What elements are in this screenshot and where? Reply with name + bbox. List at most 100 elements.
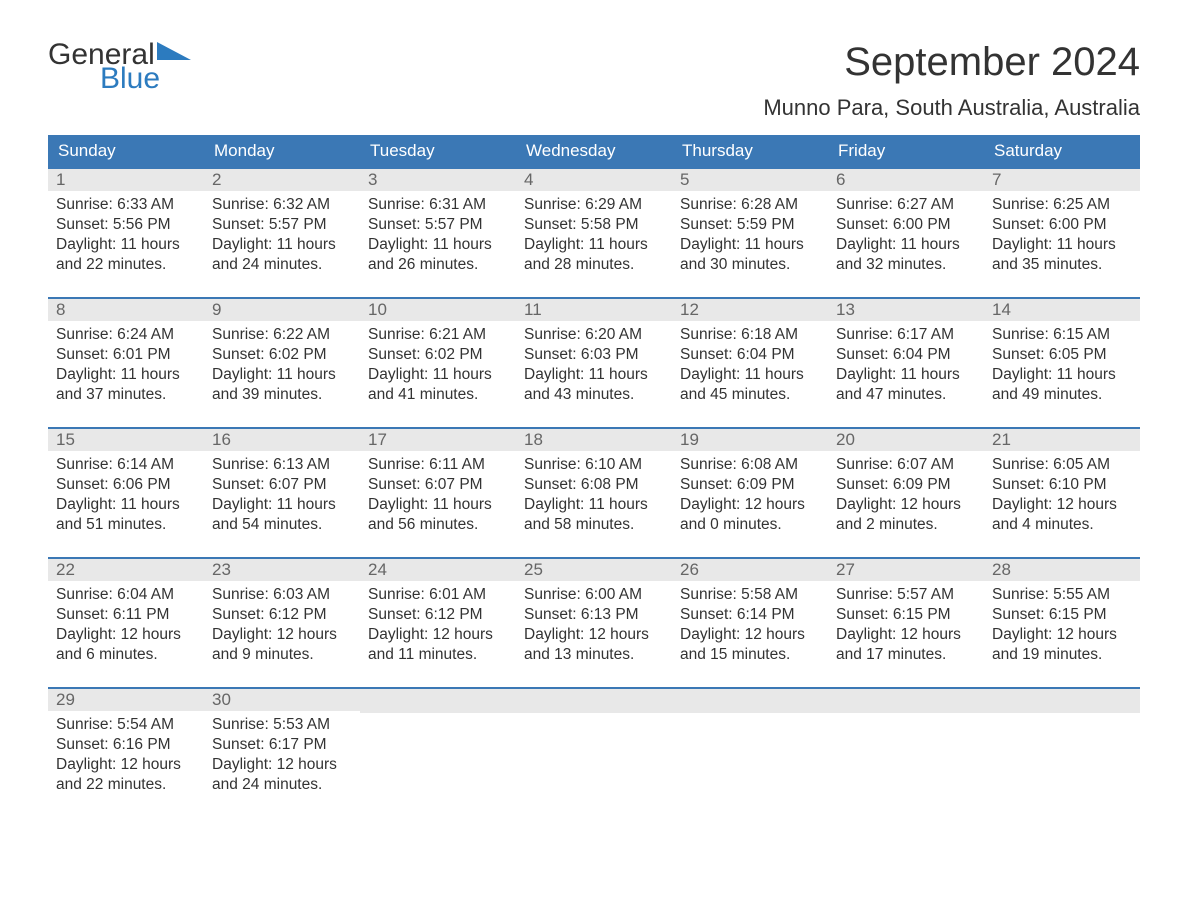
day-number: 5 — [672, 169, 828, 191]
sunset-text: Sunset: 6:15 PM — [836, 605, 976, 625]
daylight-line2: and 11 minutes. — [368, 645, 508, 665]
day-body: Sunrise: 6:18 AMSunset: 6:04 PMDaylight:… — [672, 321, 828, 406]
day-body: Sunrise: 5:55 AMSunset: 6:15 PMDaylight:… — [984, 581, 1140, 666]
sunrise-text: Sunrise: 6:00 AM — [524, 585, 664, 605]
day-body: Sunrise: 5:54 AMSunset: 6:16 PMDaylight:… — [48, 711, 204, 796]
sunset-text: Sunset: 5:56 PM — [56, 215, 196, 235]
empty-day-cell — [828, 689, 984, 799]
day-cell: 19Sunrise: 6:08 AMSunset: 6:09 PMDayligh… — [672, 429, 828, 539]
daylight-line1: Daylight: 12 hours — [992, 625, 1132, 645]
day-body: Sunrise: 6:13 AMSunset: 6:07 PMDaylight:… — [204, 451, 360, 536]
week-row: 22Sunrise: 6:04 AMSunset: 6:11 PMDayligh… — [48, 557, 1140, 669]
flag-icon — [157, 42, 191, 64]
daylight-line1: Daylight: 12 hours — [212, 625, 352, 645]
empty-day-cell — [672, 689, 828, 799]
sunrise-text: Sunrise: 6:17 AM — [836, 325, 976, 345]
day-body: Sunrise: 6:31 AMSunset: 5:57 PMDaylight:… — [360, 191, 516, 276]
sunrise-text: Sunrise: 6:08 AM — [680, 455, 820, 475]
sunset-text: Sunset: 6:11 PM — [56, 605, 196, 625]
day-cell: 23Sunrise: 6:03 AMSunset: 6:12 PMDayligh… — [204, 559, 360, 669]
sunrise-text: Sunrise: 6:32 AM — [212, 195, 352, 215]
sunset-text: Sunset: 6:15 PM — [992, 605, 1132, 625]
sunrise-text: Sunrise: 6:01 AM — [368, 585, 508, 605]
sunset-text: Sunset: 6:00 PM — [992, 215, 1132, 235]
sunset-text: Sunset: 6:06 PM — [56, 475, 196, 495]
daylight-line1: Daylight: 11 hours — [212, 495, 352, 515]
day-cell: 28Sunrise: 5:55 AMSunset: 6:15 PMDayligh… — [984, 559, 1140, 669]
sunset-text: Sunset: 6:07 PM — [212, 475, 352, 495]
sunset-text: Sunset: 6:05 PM — [992, 345, 1132, 365]
week-row: 29Sunrise: 5:54 AMSunset: 6:16 PMDayligh… — [48, 687, 1140, 799]
daylight-line2: and 41 minutes. — [368, 385, 508, 405]
day-number: 13 — [828, 299, 984, 321]
sunset-text: Sunset: 5:58 PM — [524, 215, 664, 235]
daylight-line2: and 58 minutes. — [524, 515, 664, 535]
day-cell: 4Sunrise: 6:29 AMSunset: 5:58 PMDaylight… — [516, 169, 672, 279]
day-number — [516, 689, 672, 713]
sunrise-text: Sunrise: 6:14 AM — [56, 455, 196, 475]
weeks-container: 1 Sunrise: 6:33 AMSunset: 5:56 PM Daylight… — [48, 167, 1140, 799]
sunrise-text: Sunrise: 6:29 AM — [524, 195, 664, 215]
day-body: Sunrise: 6:00 AMSunset: 6:13 PMDaylight:… — [516, 581, 672, 666]
daylight-line1: Daylight: 11 hours — [992, 235, 1132, 255]
weekday-header: Sunday — [48, 135, 204, 167]
sunset-text: Sunset: 6:00 PM — [836, 215, 976, 235]
weekday-header: Wednesday — [516, 135, 672, 167]
day-number: 18 — [516, 429, 672, 451]
weekday-header: Tuesday — [360, 135, 516, 167]
day-cell: 16Sunrise: 6:13 AMSunset: 6:07 PMDayligh… — [204, 429, 360, 539]
day-cell: 25Sunrise: 6:00 AMSunset: 6:13 PMDayligh… — [516, 559, 672, 669]
day-cell: 17Sunrise: 6:11 AMSunset: 6:07 PMDayligh… — [360, 429, 516, 539]
sunrise-text: Sunrise: 6:15 AM — [992, 325, 1132, 345]
sunrise-text: Sunrise: 6:10 AM — [524, 455, 664, 475]
sunrise-text: Sunrise: 6:22 AM — [212, 325, 352, 345]
sunset-text: Sunset: 5:59 PM — [680, 215, 820, 235]
daylight-line1: Daylight: 12 hours — [836, 625, 976, 645]
day-cell: 5Sunrise: 6:28 AMSunset: 5:59 PMDaylight… — [672, 169, 828, 279]
day-number: 4 — [516, 169, 672, 191]
day-cell: 14Sunrise: 6:15 AMSunset: 6:05 PMDayligh… — [984, 299, 1140, 409]
day-number: 29 — [48, 689, 204, 711]
sunrise-text: Sunrise: 6:11 AM — [368, 455, 508, 475]
daylight-line2: and 45 minutes. — [680, 385, 820, 405]
day-cell: 21Sunrise: 6:05 AMSunset: 6:10 PMDayligh… — [984, 429, 1140, 539]
daylight-line2: and 24 minutes. — [212, 775, 352, 795]
daylight-line2: and 49 minutes. — [992, 385, 1132, 405]
day-number: 7 — [984, 169, 1140, 191]
daylight-line1: Daylight: 12 hours — [680, 625, 820, 645]
day-number: 2 — [204, 169, 360, 191]
day-cell: 2Sunrise: 6:32 AMSunset: 5:57 PMDaylight… — [204, 169, 360, 279]
sunrise-text: Sunrise: 6:13 AM — [212, 455, 352, 475]
day-number: 1 — [48, 169, 204, 191]
day-body: Sunrise: 5:53 AMSunset: 6:17 PMDaylight:… — [204, 711, 360, 796]
daylight-line1: Daylight: 11 hours — [836, 365, 976, 385]
day-body: Sunrise: 6:03 AMSunset: 6:12 PMDaylight:… — [204, 581, 360, 666]
sunset-text: Sunset: 6:02 PM — [368, 345, 508, 365]
day-body: Sunrise: 6:15 AMSunset: 6:05 PMDaylight:… — [984, 321, 1140, 406]
sunrise-text: Sunrise: 6:21 AM — [368, 325, 508, 345]
day-cell: 13Sunrise: 6:17 AMSunset: 6:04 PMDayligh… — [828, 299, 984, 409]
daylight-line2: and 15 minutes. — [680, 645, 820, 665]
sunrise-text: Sunrise: 5:58 AM — [680, 585, 820, 605]
day-number: 10 — [360, 299, 516, 321]
day-number: 20 — [828, 429, 984, 451]
day-cell: 15Sunrise: 6:14 AMSunset: 6:06 PMDayligh… — [48, 429, 204, 539]
daylight-line1: Daylight: 11 hours — [368, 365, 508, 385]
daylight-line2: and 43 minutes. — [524, 385, 664, 405]
day-number: 28 — [984, 559, 1140, 581]
empty-day-cell — [360, 689, 516, 799]
daylight-line2: and 30 minutes. — [680, 255, 820, 275]
daylight-line1: Daylight: 11 hours — [524, 495, 664, 515]
day-number: 22 — [48, 559, 204, 581]
day-cell: 30Sunrise: 5:53 AMSunset: 6:17 PMDayligh… — [204, 689, 360, 799]
calendar: SundayMondayTuesdayWednesdayThursdayFrid… — [48, 135, 1140, 799]
weekday-header: Saturday — [984, 135, 1140, 167]
day-cell: 3Sunrise: 6:31 AMSunset: 5:57 PMDaylight… — [360, 169, 516, 279]
day-number: 27 — [828, 559, 984, 581]
sunrise-text: Sunrise: 6:03 AM — [212, 585, 352, 605]
daylight-line1: Daylight: 12 hours — [836, 495, 976, 515]
sunrise-text: Sunrise: 5:54 AM — [56, 715, 196, 735]
week-row: 8Sunrise: 6:24 AMSunset: 6:01 PMDaylight… — [48, 297, 1140, 409]
daylight-line2: and 37 minutes. — [56, 385, 196, 405]
sunrise-text: Sunrise: 6:33 AM — [56, 195, 196, 215]
